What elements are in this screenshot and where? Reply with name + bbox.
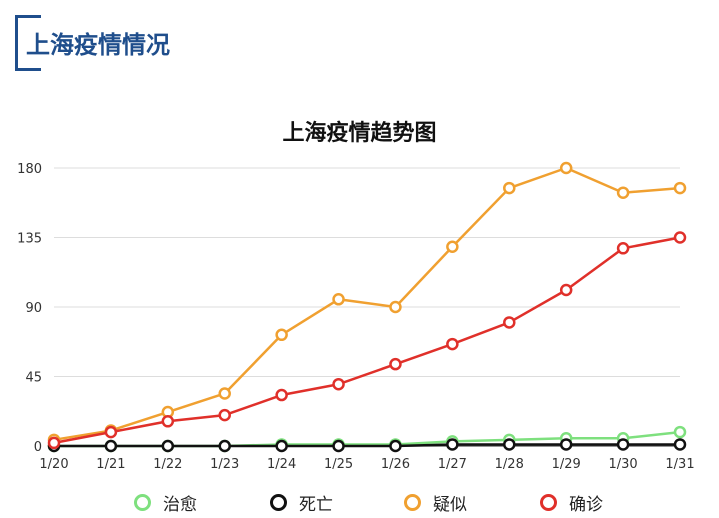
legend-swatch-icon bbox=[270, 493, 287, 511]
data-point bbox=[673, 181, 687, 195]
legend-swatch-icon bbox=[134, 493, 151, 511]
y-tick-label: 90 bbox=[25, 301, 42, 316]
data-point bbox=[389, 439, 402, 453]
data-point bbox=[446, 337, 459, 351]
legend-item[interactable]: 治愈 bbox=[134, 488, 197, 516]
data-point bbox=[332, 377, 345, 391]
data-point bbox=[161, 415, 175, 428]
data-point bbox=[559, 438, 573, 451]
y-tick-label: 45 bbox=[25, 371, 42, 386]
x-tick-label: 1/22 bbox=[153, 457, 182, 472]
legend-swatch-icon bbox=[404, 493, 421, 511]
legend-label: 死亡 bbox=[299, 494, 333, 515]
data-point bbox=[559, 161, 573, 175]
data-point bbox=[673, 231, 687, 244]
chart-legend: 治愈 死亡 疑似 确诊 bbox=[0, 488, 719, 516]
series-3 bbox=[47, 231, 687, 450]
section-header: 上海疫情情况 bbox=[0, 0, 719, 80]
x-tick-label: 1/27 bbox=[438, 457, 467, 472]
data-point bbox=[616, 438, 630, 451]
x-tick-label: 1/25 bbox=[324, 457, 353, 472]
data-point bbox=[275, 328, 288, 342]
data-point bbox=[218, 387, 231, 400]
series-1 bbox=[47, 438, 687, 453]
data-point bbox=[673, 425, 687, 439]
legend-label: 治愈 bbox=[163, 494, 197, 515]
legend-label: 确诊 bbox=[569, 494, 603, 515]
data-point bbox=[503, 438, 516, 451]
x-tick-label: 1/30 bbox=[608, 457, 637, 472]
x-tick-label: 1/21 bbox=[96, 457, 125, 472]
x-tick-label: 1/31 bbox=[665, 457, 694, 472]
x-tick-label: 1/29 bbox=[552, 457, 581, 472]
header-bracket-top bbox=[15, 15, 41, 18]
chart-title: 上海疫情趋势图 bbox=[282, 121, 437, 146]
x-tick-label: 1/24 bbox=[267, 457, 296, 472]
y-tick-label: 0 bbox=[34, 440, 42, 455]
series-0 bbox=[47, 425, 687, 453]
data-point bbox=[446, 240, 459, 254]
y-tick-label: 135 bbox=[17, 232, 42, 247]
data-point bbox=[503, 181, 516, 195]
data-point bbox=[389, 300, 402, 314]
data-point bbox=[616, 186, 630, 199]
data-point bbox=[559, 283, 573, 297]
data-point bbox=[104, 425, 118, 439]
legend-label: 疑似 bbox=[433, 494, 467, 515]
legend-item[interactable]: 确诊 bbox=[540, 488, 603, 516]
data-point bbox=[47, 436, 61, 450]
section-title: 上海疫情情况 bbox=[26, 31, 170, 59]
data-point bbox=[275, 439, 288, 453]
data-point bbox=[446, 438, 459, 451]
data-point bbox=[218, 408, 231, 422]
data-point bbox=[503, 316, 516, 329]
x-tick-label: 1/20 bbox=[39, 457, 68, 472]
y-tick-label: 180 bbox=[17, 162, 42, 177]
data-point bbox=[332, 293, 345, 306]
x-tick-label: 1/26 bbox=[381, 457, 410, 472]
x-tick-label: 1/28 bbox=[495, 457, 524, 472]
series-2 bbox=[47, 161, 687, 447]
series-line bbox=[54, 443, 680, 448]
data-point bbox=[161, 439, 175, 453]
series-line bbox=[53, 166, 681, 442]
data-point bbox=[332, 439, 345, 453]
data-point bbox=[673, 438, 687, 451]
header-bracket-bottom bbox=[15, 68, 41, 71]
data-point bbox=[104, 439, 118, 453]
data-point bbox=[275, 388, 288, 402]
legend-item[interactable]: 死亡 bbox=[270, 488, 333, 516]
data-point bbox=[389, 357, 402, 371]
legend-item[interactable]: 疑似 bbox=[404, 488, 467, 516]
legend-swatch-icon bbox=[540, 493, 557, 511]
x-tick-label: 1/23 bbox=[210, 457, 239, 472]
data-point bbox=[218, 439, 231, 453]
series-line bbox=[53, 236, 681, 445]
header-bracket-left bbox=[15, 15, 18, 71]
data-point bbox=[616, 242, 630, 255]
